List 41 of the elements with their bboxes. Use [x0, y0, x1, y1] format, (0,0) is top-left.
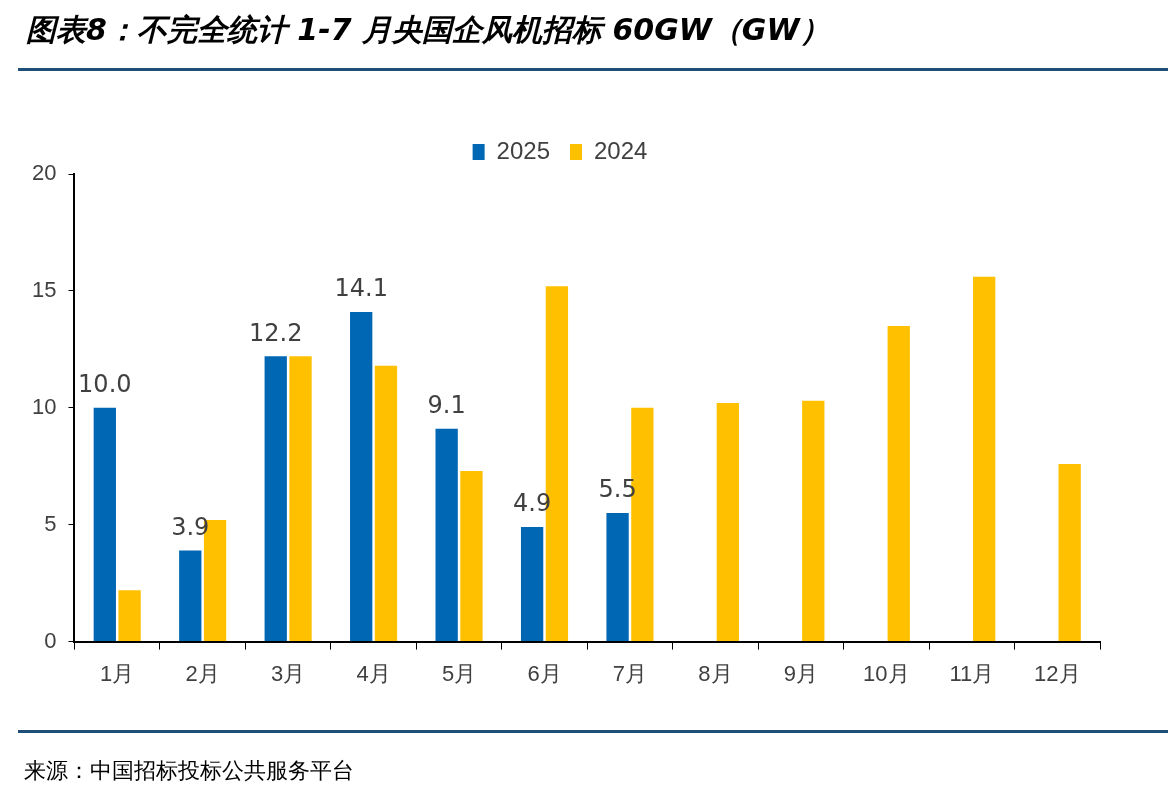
data-label: 12.2	[249, 318, 303, 347]
bar	[520, 527, 544, 642]
x-tick-label: 8月	[698, 660, 733, 686]
data-label: 10.0	[78, 370, 132, 399]
y-tick-label: 10	[31, 393, 57, 419]
bar	[374, 365, 398, 642]
x-tick-label: 3月	[271, 660, 306, 686]
bar	[802, 400, 825, 642]
source-note: 来源：中国招标投标公共服务平台	[24, 757, 354, 785]
bar	[118, 590, 141, 642]
bar	[264, 356, 287, 642]
x-tick-label: 9月	[783, 660, 819, 686]
legend-label: 2024	[594, 136, 648, 164]
x-tick-label: 12月	[1034, 660, 1081, 686]
x-tick-label: 2月	[185, 660, 220, 686]
bar	[716, 403, 739, 642]
bar	[887, 325, 910, 642]
bar	[973, 276, 996, 642]
bar	[350, 311, 373, 642]
bar	[93, 407, 116, 642]
bar	[179, 550, 202, 642]
bar	[1058, 463, 1081, 642]
x-tick-label: 10月	[863, 660, 910, 686]
x-tick-label: 6月	[527, 660, 562, 686]
data-label: 9.1	[427, 391, 466, 420]
y-tick-label: 5	[44, 510, 57, 536]
bar	[289, 356, 312, 642]
bar	[460, 470, 483, 642]
chart-title: 图表8：不完全统计 1-7 月央国企风机招标 60GW（GW）	[26, 11, 830, 49]
y-tick-label: 0	[44, 627, 57, 653]
bar	[606, 513, 629, 642]
x-tick-label: 11月	[949, 660, 995, 686]
y-tick-label: 15	[31, 276, 57, 302]
bar	[435, 428, 458, 642]
x-tick-label: 4月	[356, 660, 391, 686]
y-tick-label: 20	[31, 160, 57, 186]
data-label: 14.1	[334, 274, 388, 303]
x-tick-label: 5月	[441, 660, 477, 686]
x-tick-label: 1月	[100, 660, 135, 686]
x-tick-label: 7月	[612, 660, 648, 686]
legend-label: 2025	[496, 136, 550, 164]
